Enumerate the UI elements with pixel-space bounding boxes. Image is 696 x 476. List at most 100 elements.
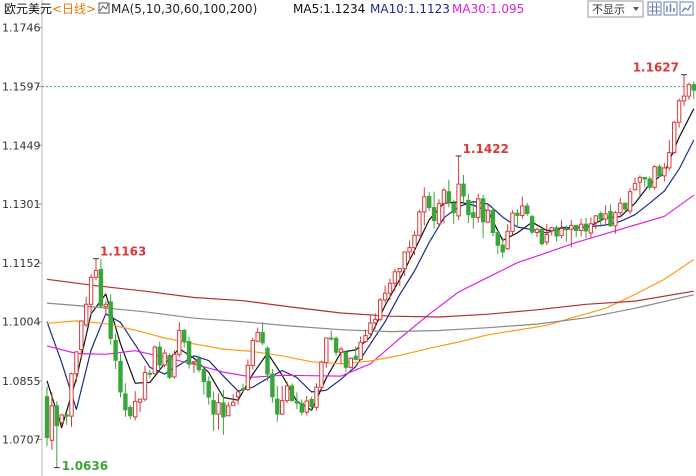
candle-body <box>172 353 177 378</box>
candle-body <box>128 406 133 417</box>
candle-body <box>588 223 594 234</box>
legend-ma30: MA30:1.095 <box>452 2 524 16</box>
candle <box>324 337 329 368</box>
candle-body <box>137 398 143 403</box>
chevron-down-icon <box>633 7 639 11</box>
candle-body <box>358 341 363 360</box>
candle-body <box>485 209 491 223</box>
candle <box>240 383 246 393</box>
candle-body <box>314 386 319 408</box>
candle <box>520 196 525 219</box>
candle-body <box>544 234 549 243</box>
hide-button[interactable]: 不显示 <box>587 0 644 18</box>
candle-body <box>539 228 545 245</box>
candle <box>338 346 344 365</box>
candle-body <box>294 400 300 404</box>
candle <box>603 205 608 224</box>
candle-body <box>186 341 192 365</box>
candle <box>221 389 226 435</box>
candle-body <box>245 364 251 391</box>
candle-body <box>93 270 99 278</box>
candle <box>206 376 211 405</box>
candle-body <box>211 400 216 415</box>
candle <box>289 383 295 402</box>
line-chart-icon[interactable] <box>679 1 694 16</box>
candle-body <box>598 212 603 220</box>
candle-body <box>691 84 696 91</box>
candle-body <box>436 203 442 225</box>
candle-body <box>74 351 79 375</box>
candle-body <box>54 405 59 427</box>
y-tick-label-3: 1.1301 <box>2 198 41 211</box>
candle-body <box>505 230 510 250</box>
annotations: 1.1163 1.1422 1.1627 1.0636 <box>53 61 687 473</box>
candle <box>44 386 50 447</box>
candle-body <box>324 337 329 364</box>
candle <box>113 333 118 369</box>
candle <box>157 341 162 371</box>
candle <box>583 217 589 239</box>
candle <box>549 226 554 236</box>
candle <box>191 360 197 373</box>
legend-ma10: MA10:1.1123 <box>370 2 450 16</box>
candle-body <box>353 355 358 360</box>
candle-body <box>574 224 579 232</box>
candle-body <box>69 373 74 417</box>
candle <box>564 225 569 242</box>
candle-body <box>417 211 422 236</box>
candle-body <box>338 348 344 353</box>
candle <box>647 176 652 190</box>
candle <box>436 199 442 226</box>
candle <box>495 230 501 255</box>
candle-body <box>549 227 554 232</box>
legend-period[interactable]: <日线> <box>52 2 96 16</box>
high-price-label: 1.1627 <box>633 61 679 75</box>
candle <box>574 224 579 238</box>
candle-body <box>255 331 260 342</box>
candles <box>44 74 696 468</box>
candle-body <box>289 385 295 402</box>
chart-config-icon[interactable] <box>663 1 678 16</box>
y-tick-label-4: 1.1152 <box>2 257 41 270</box>
candle <box>299 399 305 416</box>
legend-ma-periods[interactable]: MA(5,10,30,60,100,200) <box>111 2 257 16</box>
candle <box>431 191 437 229</box>
candle <box>216 393 221 430</box>
candle-body <box>304 400 309 413</box>
candle-body <box>98 268 104 307</box>
candle <box>294 392 300 409</box>
candle-body <box>500 244 505 253</box>
candle-body <box>49 405 55 441</box>
candle-body <box>216 402 221 415</box>
candle-body <box>652 166 657 188</box>
candle <box>613 210 618 234</box>
candle-body <box>260 331 265 344</box>
candle-body <box>407 247 412 253</box>
candle-body <box>554 227 559 237</box>
candle-body <box>525 205 530 214</box>
candle <box>211 391 216 431</box>
candle-body <box>480 198 486 223</box>
hide-button-label: 不显示 <box>592 3 625 16</box>
candle-body <box>387 282 393 294</box>
indicator-icon[interactable] <box>98 2 110 14</box>
ma-line-ma200 <box>46 278 694 318</box>
candle <box>280 385 285 415</box>
candle <box>314 383 319 411</box>
candle <box>98 259 104 308</box>
candle <box>343 350 349 373</box>
y-tick-label-5: 1.1004 <box>2 316 41 329</box>
candle-body <box>397 268 403 273</box>
toolbar: 不显示 <box>587 0 694 18</box>
candle-body <box>309 398 314 408</box>
candle-body <box>368 322 373 335</box>
candle <box>402 251 407 277</box>
grid-icon[interactable] <box>647 1 662 16</box>
candle <box>69 372 74 427</box>
candle <box>456 155 461 221</box>
candle <box>632 177 638 191</box>
candle-body <box>167 354 172 378</box>
candle <box>162 349 167 368</box>
y-tick-label-6: 1.0855 <box>2 375 41 388</box>
